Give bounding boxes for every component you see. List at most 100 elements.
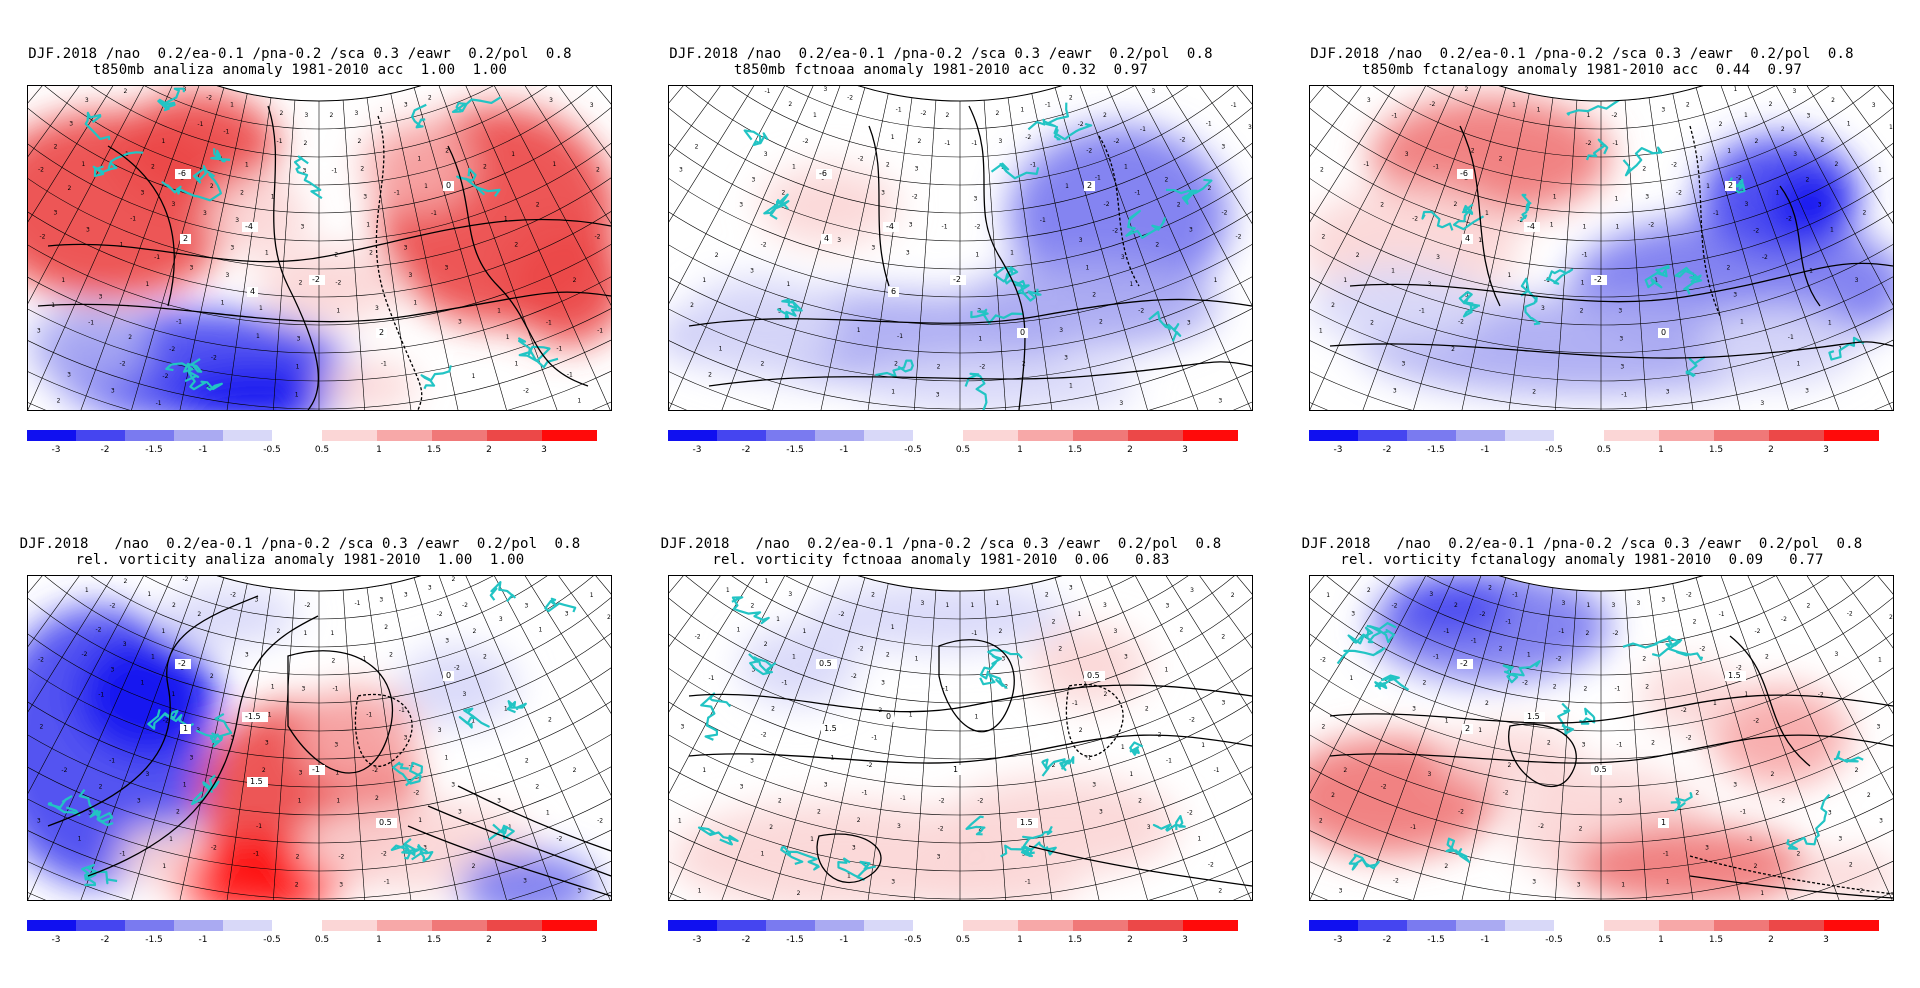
- colorbar-tick-label: 3: [1823, 445, 1829, 455]
- cell-value: 2: [1423, 680, 1427, 687]
- colorbar-tick-label: -3: [51, 445, 61, 455]
- contour-line: [47, 218, 611, 263]
- lat-lon-grid: [669, 86, 1252, 410]
- panel-title-line1: DJF.2018 /nao 0.2/ea-0.1 /pna-0.2 /sca 0…: [669, 46, 1213, 62]
- cell-value: -1: [1040, 217, 1046, 224]
- meridian: [413, 577, 529, 900]
- cell-value: 3: [1190, 587, 1194, 594]
- contour-label: 1.5: [824, 724, 837, 733]
- cell-value: 3: [1121, 254, 1125, 261]
- contour-label-bg: [1457, 169, 1473, 179]
- contour-line: [1508, 723, 1577, 788]
- cell-value: -2: [939, 798, 945, 805]
- cell-value: 3: [363, 194, 367, 201]
- cell-value: 2: [124, 578, 128, 585]
- contour-label: 0.5: [1087, 671, 1100, 680]
- cell-value: 2: [1867, 792, 1871, 799]
- cell-value: 1: [335, 770, 339, 777]
- cell-value: 3: [111, 666, 115, 673]
- cell-value: 3: [1582, 742, 1586, 749]
- colorbar-segment-pos: [963, 430, 1018, 441]
- coastline: [1579, 707, 1596, 725]
- cell-value: 3: [1393, 387, 1397, 394]
- parallel: [28, 86, 611, 186]
- cell-value: 2: [1453, 201, 1457, 208]
- cell-value: 1: [336, 308, 340, 315]
- cell-value: 3: [740, 784, 744, 791]
- cell-value: 1: [803, 628, 807, 635]
- cell-value: -2: [381, 851, 387, 858]
- cell-value: 1: [1666, 878, 1670, 885]
- meridian: [1695, 87, 1811, 410]
- cell-value: -2: [40, 234, 46, 241]
- cell-value: 2: [1451, 346, 1455, 353]
- cell-value: 1: [147, 591, 151, 598]
- cell-value: 1: [698, 887, 702, 894]
- anomaly-blob: [298, 686, 418, 786]
- parallel: [1341, 576, 1861, 620]
- meridian: [1310, 86, 1399, 372]
- colorbar-tick-label: -0.5: [904, 935, 922, 945]
- meridian: [750, 577, 866, 900]
- cell-value: -2: [920, 110, 926, 117]
- colorbar-tick-label: -1: [198, 935, 208, 945]
- cell-value: 3: [764, 151, 768, 158]
- coastline: [1041, 756, 1075, 777]
- colorbar-segment-neg: [1407, 430, 1456, 441]
- cell-value: 2: [57, 397, 61, 404]
- cell-value: -1: [109, 758, 115, 765]
- meridian: [1007, 587, 1067, 900]
- coastline: [697, 826, 739, 846]
- parallel: [1310, 655, 1893, 816]
- parallel: [1310, 695, 1893, 872]
- cell-value: 2: [573, 277, 577, 284]
- meridian: [28, 576, 137, 891]
- parallel: [28, 576, 611, 704]
- cell-value: -1: [1214, 767, 1220, 774]
- cell-value: -1: [567, 371, 573, 378]
- parallel: [40, 576, 598, 648]
- colorbar-tick-label: 3: [1182, 445, 1188, 455]
- contour-labels: -6 -4 -2 2 0 2 4: [175, 169, 454, 338]
- anomaly-blob: [318, 361, 418, 410]
- meridian: [1142, 86, 1252, 401]
- cell-value: 2: [1695, 790, 1699, 797]
- cell-value: -2: [1585, 140, 1591, 147]
- cell-value: 3: [1805, 387, 1809, 394]
- cell-value: 1: [891, 624, 895, 631]
- cell-value: 1: [1130, 281, 1134, 288]
- colorbar: -3 -2 -1.5 -1 -0.5 0.5 1 1.5 2 3: [668, 430, 1251, 460]
- meridian: [212, 587, 272, 900]
- meridian: [853, 587, 913, 900]
- cell-value: 3: [824, 86, 828, 93]
- colorbar: -3 -2 -1.5 -1 -0.5 0.5 1 1.5 2 3: [27, 920, 610, 950]
- parallel: [1310, 124, 1893, 270]
- cell-value: 1: [945, 602, 949, 609]
- contour-label: 0.5: [379, 818, 392, 827]
- anomaly-field: [28, 91, 611, 410]
- cell-value: -2: [803, 138, 809, 145]
- parallel: [1310, 86, 1893, 214]
- contour-line: [1689, 855, 1893, 895]
- cell-value: 3: [891, 878, 895, 885]
- meridian: [699, 86, 843, 410]
- contour-label: 6: [891, 287, 896, 296]
- colorbar-segment-neg: [174, 920, 223, 931]
- cell-value: -1: [546, 320, 552, 327]
- coastline: [81, 863, 118, 887]
- cell-value: 1: [1706, 183, 1710, 190]
- cell-value: 3: [1248, 124, 1252, 131]
- colorbar-segment-neg: [125, 430, 174, 441]
- colorbar-segment-neg: [864, 920, 913, 931]
- cell-value: 2: [1380, 201, 1384, 208]
- colorbar-tick-label: -0.5: [263, 445, 281, 455]
- cell-value: 3: [137, 797, 141, 804]
- cell-value: -1: [1582, 252, 1588, 259]
- meridian: [1672, 93, 1760, 410]
- cell-value: 1: [221, 300, 225, 307]
- cell-value: 3: [1427, 281, 1431, 288]
- meridian: [480, 576, 611, 900]
- cell-value: 2: [764, 641, 768, 648]
- cell-value: -1: [384, 878, 390, 885]
- meridian: [1547, 100, 1578, 410]
